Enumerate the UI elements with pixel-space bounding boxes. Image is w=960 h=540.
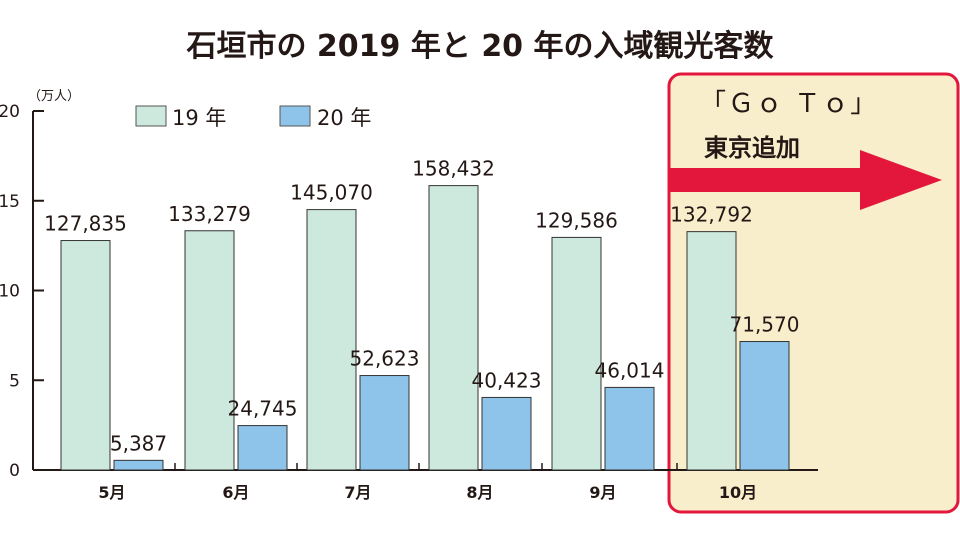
bar-2019 (306, 209, 357, 471)
legend-swatch-19 (135, 105, 167, 127)
y-tick-label: 20 (0, 102, 20, 122)
legend-swatch-20 (279, 105, 311, 127)
bar-2020 (113, 459, 164, 471)
bar-2019 (184, 230, 235, 471)
y-tick-label: 15 (0, 192, 20, 212)
bar-2020 (359, 375, 410, 471)
data-label: 40,423 (472, 368, 542, 392)
annotation-line2: 東京追加 (704, 134, 800, 162)
data-label: 129,586 (535, 208, 618, 232)
data-label: 5,387 (110, 431, 167, 455)
legend-label-20: 20 年 (317, 106, 371, 130)
bar-2020 (237, 425, 288, 471)
bar-2019 (60, 240, 111, 471)
bar-2020 (481, 396, 532, 471)
bar-2020 (739, 341, 790, 471)
y-tick-label: 5 (9, 371, 20, 391)
data-label: 127,835 (44, 212, 127, 236)
data-label: 145,070 (290, 181, 373, 205)
bar-2019 (551, 236, 602, 471)
data-label: 133,279 (168, 202, 251, 226)
data-label: 132,792 (670, 203, 753, 227)
bar-2019 (428, 185, 479, 471)
bar-2020 (604, 386, 655, 471)
x-tick-label: 5月 (98, 483, 125, 502)
data-label: 46,014 (595, 358, 665, 382)
y-tick-label: 10 (0, 282, 20, 302)
arrow-icon (669, 150, 942, 210)
y-axis-unit: （万人） (28, 89, 80, 104)
x-tick-label: 7月 (344, 483, 371, 502)
bar-2019 (686, 231, 737, 471)
chart-title: 石垣市の 2019 年と 20 年の入域観光客数 (185, 29, 774, 64)
legend-label-19: 19 年 (172, 106, 226, 130)
data-label: 24,745 (228, 397, 298, 421)
x-tick-label: 8月 (466, 483, 493, 502)
legend: 19 年 20 年 (135, 105, 371, 130)
x-tick-label: 10月 (719, 483, 757, 502)
data-label: 158,432 (412, 157, 495, 181)
x-tick-label: 6月 (222, 483, 249, 502)
data-label: 71,570 (730, 313, 800, 337)
x-tick-label: 9月 (589, 483, 616, 502)
y-tick-label: 0 (9, 461, 20, 481)
annotation-line1: 「Ｇｏ Ｔｏ」 (700, 89, 878, 119)
data-label: 52,623 (350, 347, 420, 371)
